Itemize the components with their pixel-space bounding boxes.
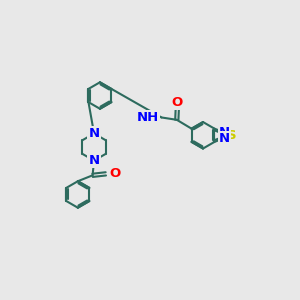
Text: N: N [219, 132, 230, 145]
Text: O: O [172, 96, 183, 109]
Text: S: S [227, 129, 236, 142]
Text: N: N [219, 126, 230, 139]
Text: NH: NH [136, 111, 158, 124]
Text: O: O [110, 167, 121, 180]
Text: N: N [88, 127, 100, 140]
Text: N: N [88, 154, 100, 167]
